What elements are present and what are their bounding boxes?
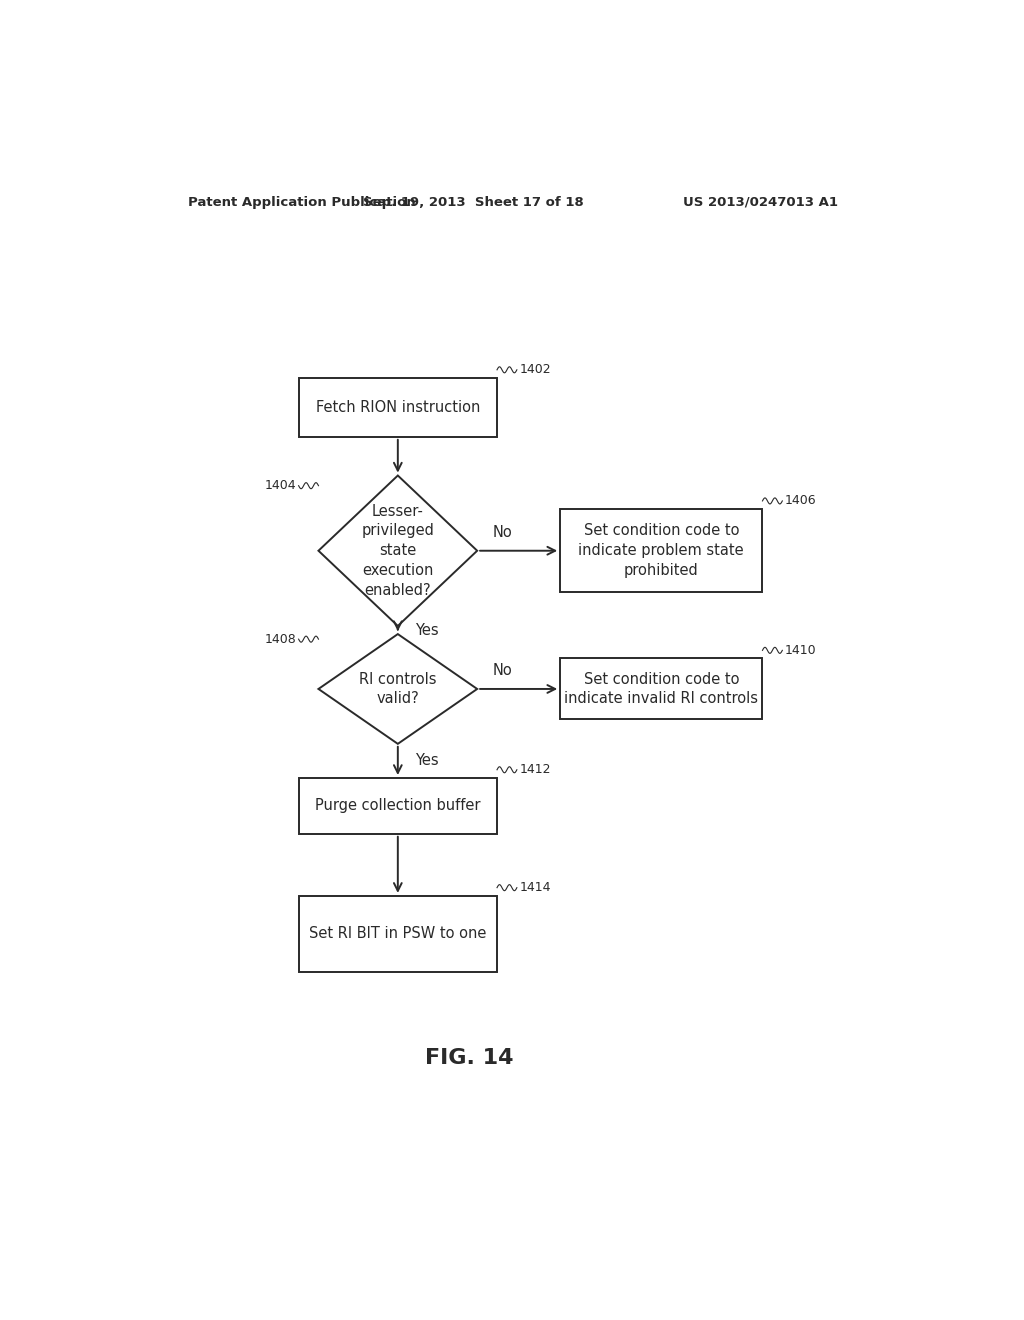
Text: Yes: Yes <box>416 754 439 768</box>
Polygon shape <box>318 634 477 744</box>
Text: Set condition code to
indicate invalid RI controls: Set condition code to indicate invalid R… <box>564 672 759 706</box>
Text: Fetch RION instruction: Fetch RION instruction <box>315 400 480 414</box>
Text: Set RI BIT in PSW to one: Set RI BIT in PSW to one <box>309 927 486 941</box>
Text: Lesser-
privileged
state
execution
enabled?: Lesser- privileged state execution enabl… <box>361 504 434 598</box>
FancyBboxPatch shape <box>299 378 497 437</box>
Text: Set condition code to
indicate problem state
prohibited: Set condition code to indicate problem s… <box>579 524 744 578</box>
Text: No: No <box>493 525 513 540</box>
Text: Yes: Yes <box>416 623 439 638</box>
Text: FIG. 14: FIG. 14 <box>425 1048 513 1068</box>
Text: 1412: 1412 <box>519 763 551 776</box>
Text: 1402: 1402 <box>519 363 551 376</box>
Text: RI controls
valid?: RI controls valid? <box>359 672 436 706</box>
Text: US 2013/0247013 A1: US 2013/0247013 A1 <box>683 195 839 209</box>
Text: Purge collection buffer: Purge collection buffer <box>315 799 480 813</box>
FancyBboxPatch shape <box>299 896 497 972</box>
Text: 1406: 1406 <box>784 495 816 507</box>
Text: 1410: 1410 <box>784 644 816 657</box>
Polygon shape <box>318 475 477 626</box>
Text: 1404: 1404 <box>264 479 296 492</box>
Text: Patent Application Publication: Patent Application Publication <box>187 195 416 209</box>
Text: No: No <box>493 663 513 678</box>
Text: 1414: 1414 <box>519 882 551 894</box>
FancyBboxPatch shape <box>299 777 497 834</box>
Text: 1408: 1408 <box>264 632 296 645</box>
FancyBboxPatch shape <box>560 659 763 719</box>
Text: Sep. 19, 2013  Sheet 17 of 18: Sep. 19, 2013 Sheet 17 of 18 <box>362 195 584 209</box>
FancyBboxPatch shape <box>560 510 763 593</box>
